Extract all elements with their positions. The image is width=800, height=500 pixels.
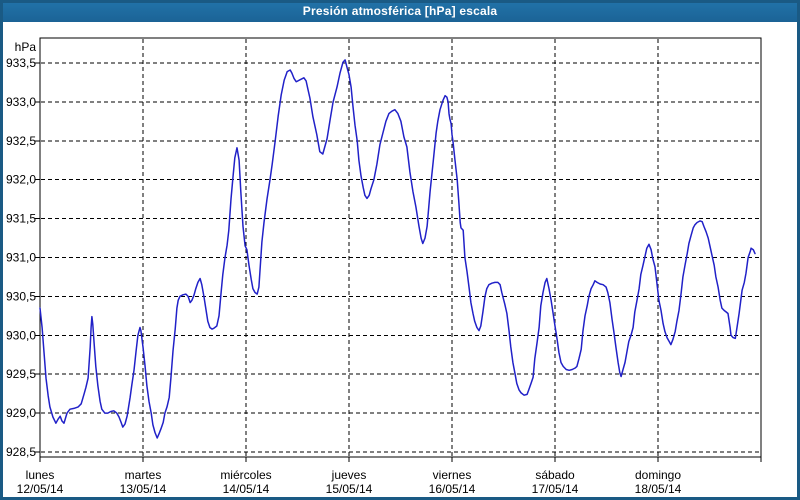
y-tick-label: 929,5 xyxy=(6,367,36,381)
day-name-label: miércoles xyxy=(220,468,271,482)
window-titlebar: Presión atmosférica [hPa] escala xyxy=(0,0,800,22)
day-name-label: jueves xyxy=(331,468,367,482)
day-name-label: viernes xyxy=(433,468,472,482)
y-tick-label: 931,5 xyxy=(6,212,36,226)
plot-frame xyxy=(39,37,762,458)
y-tick-label: 929,0 xyxy=(6,406,36,420)
window-title: Presión atmosférica [hPa] escala xyxy=(302,4,498,18)
day-name-label: sábado xyxy=(535,468,575,482)
day-date-label: 18/05/14 xyxy=(635,482,682,496)
y-tick-label: 930,5 xyxy=(6,289,36,303)
y-tick-label: 932,5 xyxy=(6,134,36,148)
y-tick-label: 933,0 xyxy=(6,95,36,109)
day-date-label: 17/05/14 xyxy=(532,482,579,496)
day-name-label: lunes xyxy=(26,468,55,482)
y-tick-label: 933,5 xyxy=(6,56,36,70)
y-tick-label: 932,0 xyxy=(6,173,36,187)
day-date-label: 14/05/14 xyxy=(223,482,270,496)
day-date-label: 16/05/14 xyxy=(429,482,476,496)
y-tick-label: 931,0 xyxy=(6,251,36,265)
day-date-label: 13/05/14 xyxy=(120,482,167,496)
y-tick-label: 930,0 xyxy=(6,328,36,342)
y-axis-unit-label: hPa xyxy=(15,40,37,54)
y-tick-label: 928,5 xyxy=(6,445,36,459)
day-name-label: domingo xyxy=(635,468,681,482)
pressure-line xyxy=(39,59,756,439)
day-name-label: martes xyxy=(125,468,162,482)
day-date-label: 12/05/14 xyxy=(17,482,64,496)
day-date-label: 15/05/14 xyxy=(326,482,373,496)
